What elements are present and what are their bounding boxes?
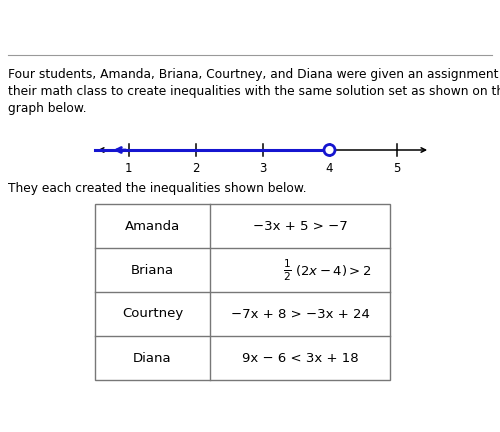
Text: 1: 1 <box>125 162 132 175</box>
Text: −3x + 5 > −7: −3x + 5 > −7 <box>252 219 348 232</box>
Text: $(2x - 4) > 2$: $(2x - 4) > 2$ <box>295 263 372 277</box>
Text: They each created the inequalities shown below.: They each created the inequalities shown… <box>8 182 306 195</box>
Text: Four students, Amanda, Briana, Courtney, and Diana were given an assignment in: Four students, Amanda, Briana, Courtney,… <box>8 68 500 81</box>
Text: −7x + 8 > −3x + 24: −7x + 8 > −3x + 24 <box>230 308 370 321</box>
Text: graph below.: graph below. <box>8 102 86 115</box>
Text: $\frac{1}{2}$: $\frac{1}{2}$ <box>283 257 292 283</box>
Text: 3: 3 <box>259 162 266 175</box>
Text: 9x − 6 < 3x + 18: 9x − 6 < 3x + 18 <box>242 352 358 365</box>
Bar <box>95 204 390 380</box>
Circle shape <box>324 144 335 156</box>
Text: Diana: Diana <box>133 352 172 365</box>
Text: Amanda: Amanda <box>125 219 180 232</box>
Text: their math class to create inequalities with the same solution set as shown on t: their math class to create inequalities … <box>8 85 500 98</box>
Text: 2: 2 <box>192 162 199 175</box>
Text: 5: 5 <box>393 162 400 175</box>
Text: Courtney: Courtney <box>122 308 183 321</box>
Text: 4: 4 <box>326 162 333 175</box>
Text: Briana: Briana <box>131 264 174 276</box>
